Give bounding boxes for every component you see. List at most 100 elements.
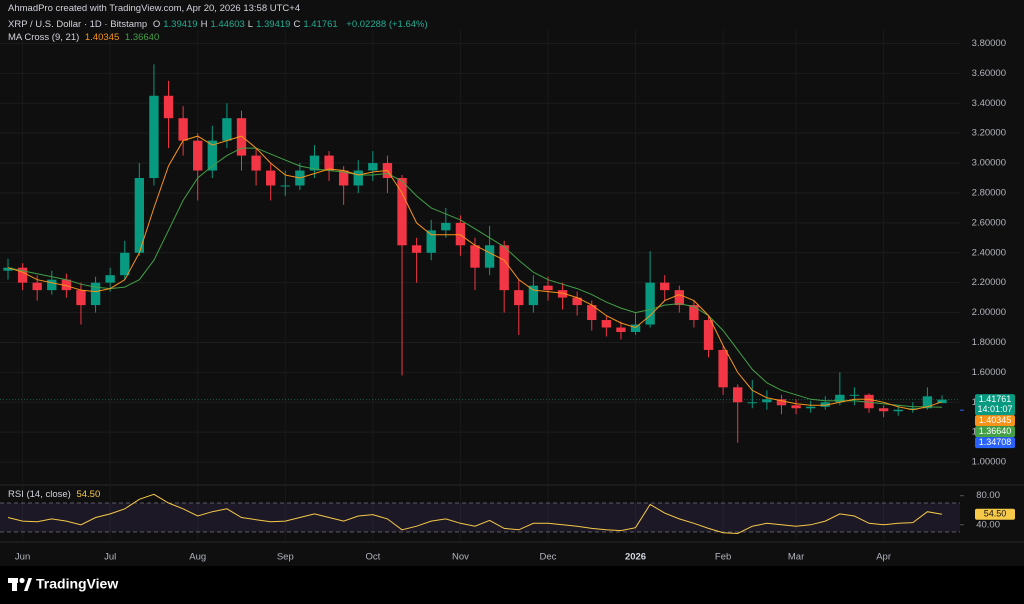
candle-body xyxy=(3,267,13,271)
y-tick-label: 3.00000 xyxy=(972,158,1006,169)
symbol-legend: XRP / U.S. Dollar · 1D · Bitstamp O 1.394… xyxy=(8,19,431,30)
candle-body xyxy=(266,170,276,186)
candle-body xyxy=(733,387,743,403)
rsi-value-label-box xyxy=(975,508,1015,520)
candle-body xyxy=(703,320,714,350)
candle-body xyxy=(776,399,787,406)
candle-body xyxy=(587,305,597,321)
candle-body xyxy=(514,290,524,306)
ohlc-value: 1.41761 xyxy=(303,19,338,30)
x-tick-label: Dec xyxy=(540,552,557,563)
candle-body xyxy=(645,282,655,325)
candle-body xyxy=(791,405,801,409)
candle-body xyxy=(470,245,480,268)
symbol-title: XRP / U.S. Dollar · 1D · Bitstamp xyxy=(8,19,148,30)
rsi-title: RSI (14, close) xyxy=(8,489,71,500)
candle-body xyxy=(251,155,261,171)
y-tick-label: 2.60000 xyxy=(972,217,1006,228)
x-tick-label: Aug xyxy=(189,552,206,563)
ma-slow-label: 1.36640 xyxy=(979,426,1012,436)
candle-body xyxy=(484,245,495,268)
y-tick-label: 3.60000 xyxy=(972,68,1006,79)
rsi-tick-label: 80.00 xyxy=(976,490,1000,501)
y-tick-label: 3.80000 xyxy=(972,38,1006,49)
y-tick-label: 3.40000 xyxy=(972,98,1006,109)
candle-body xyxy=(163,95,174,119)
candle-body xyxy=(674,290,684,306)
candle-body xyxy=(762,399,772,403)
y-tick-label: 1.60000 xyxy=(972,367,1006,378)
y-tick-label: 2.00000 xyxy=(972,307,1006,318)
ma-fast-line xyxy=(7,135,943,411)
candle-body xyxy=(149,95,159,179)
ohlc-legend: O 1.39419 H 1.44603 L 1.39419 C 1.41761 xyxy=(153,19,341,30)
candle-body xyxy=(47,279,57,291)
candle-body xyxy=(820,402,830,407)
x-tick-label: Jun xyxy=(15,552,30,563)
candle-body xyxy=(441,222,451,231)
candle-body xyxy=(455,222,466,246)
extra-price-label-box xyxy=(975,437,1015,449)
footer-bar xyxy=(0,566,1024,604)
candle-body xyxy=(353,170,363,186)
candle-body xyxy=(61,279,72,291)
rsi-legend: RSI (14, close) 54.50 xyxy=(8,489,103,500)
candle-body xyxy=(747,402,757,404)
ma-fast-value: 1.40345 xyxy=(84,32,120,43)
x-tick-label: Sep xyxy=(277,552,294,563)
x-tick-label: Oct xyxy=(365,552,380,563)
candle-body xyxy=(864,394,874,409)
last-price-label: 14:01:07 xyxy=(977,404,1012,414)
candle-body xyxy=(718,349,728,388)
rsi-value: 54.50 xyxy=(76,489,101,500)
candle-body xyxy=(338,170,349,186)
candle-body xyxy=(922,396,933,409)
candle-body xyxy=(207,140,217,171)
ma-fast-label: 1.40345 xyxy=(979,415,1012,425)
ohlc-value: 1.39419 xyxy=(256,19,291,30)
ohlc-value: 1.44603 xyxy=(210,19,245,30)
candle-body xyxy=(893,409,903,412)
ma-slow-label-box xyxy=(975,426,1015,438)
candle-body xyxy=(17,267,28,283)
candle-body xyxy=(660,282,670,291)
ma-fast-label-box xyxy=(975,415,1015,427)
candle-body xyxy=(543,285,553,291)
candle-body xyxy=(32,282,42,291)
y-tick-label: 1.80000 xyxy=(972,337,1006,348)
extra-price-label: 1.34708 xyxy=(979,437,1012,447)
x-tick-label: Mar xyxy=(788,552,804,563)
y-tick-label: 2.40000 xyxy=(972,247,1006,258)
candle-body xyxy=(601,320,612,328)
candle-body xyxy=(236,118,247,156)
candle-body xyxy=(105,275,115,283)
candle-body xyxy=(805,406,816,409)
rsi-tick-label: 40.00 xyxy=(976,519,1000,530)
x-tick-label: Feb xyxy=(715,552,731,563)
candle-body xyxy=(368,163,378,171)
candle-body xyxy=(120,252,130,276)
candle-body xyxy=(411,245,422,253)
footer-logo-icon xyxy=(8,577,32,591)
candle-body xyxy=(849,394,860,396)
candle-body xyxy=(222,118,232,141)
rsi-line xyxy=(7,493,943,535)
candle-body xyxy=(90,282,101,306)
candle-body xyxy=(324,155,334,171)
change: +0.02288 (+1.64%) xyxy=(346,19,428,30)
candle-body xyxy=(134,178,145,253)
ma-slow-line xyxy=(7,147,943,408)
candle-body xyxy=(878,408,889,412)
x-tick-label: Nov xyxy=(452,552,469,563)
ohlc-label: H xyxy=(200,19,208,30)
candle-body xyxy=(499,245,509,291)
ohlc-label: O xyxy=(152,19,161,30)
y-tick-label: 3.20000 xyxy=(972,128,1006,139)
candle-body xyxy=(528,285,539,306)
rsi-value-label: 54.50 xyxy=(984,509,1007,519)
candle-body xyxy=(309,155,320,171)
candle-body xyxy=(689,305,699,321)
rsi-band-fill xyxy=(0,502,960,533)
